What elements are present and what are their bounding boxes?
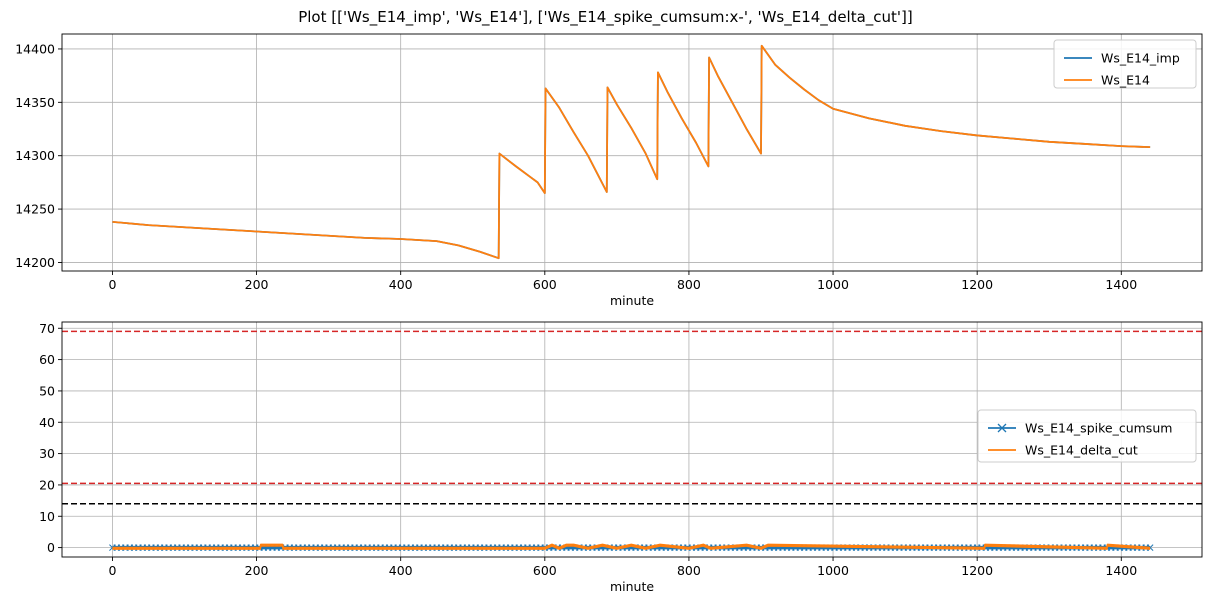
- axes-frame: [61, 321, 1203, 558]
- x-tick-label: 200: [245, 277, 269, 292]
- x-tick-label: 600: [533, 277, 557, 292]
- legend-label: Ws_E14_imp: [1101, 51, 1180, 66]
- series-line-Ws_E14: [112, 44, 1151, 260]
- x-tick-label: 800: [677, 277, 701, 292]
- y-tick-label: 14300: [15, 148, 55, 163]
- legend-box: [977, 409, 1197, 463]
- y-tick-label: 10: [39, 509, 55, 524]
- series-line-Ws_E14_delta_cut: [112, 543, 1151, 549]
- x-tick-label: 0: [108, 563, 116, 578]
- x-tick-label: 1400: [1105, 563, 1137, 578]
- axes-frame: [61, 33, 1203, 272]
- x-axis-label: minute: [610, 293, 654, 308]
- y-tick-label: 0: [47, 540, 55, 555]
- top-axes: 0 200 400 600 800 1000 1200 1400 14200 14250 14300…: [15, 33, 1203, 308]
- legend-label: Ws_E14: [1101, 73, 1150, 88]
- y-tick-label: 50: [39, 383, 55, 398]
- x-tick-label: 1400: [1105, 277, 1137, 292]
- legend-label: Ws_E14_spike_cumsum: [1025, 421, 1172, 436]
- x-axis-label: minute: [610, 579, 654, 594]
- legend-marker: [997, 423, 1007, 433]
- x-tick-label: 1200: [961, 563, 993, 578]
- x-tick-label: 400: [389, 277, 413, 292]
- legend-label: Ws_E14_delta_cut: [1025, 443, 1138, 458]
- series-line-Ws_E14_imp: [112, 44, 1151, 260]
- y-tick-label: 60: [39, 352, 55, 367]
- y-tick-label: 30: [39, 446, 55, 461]
- series-line-delta-overlay: [112, 545, 1151, 550]
- legend-box: [1053, 39, 1197, 89]
- x-tick-label: 1000: [817, 277, 849, 292]
- x-tick-label: 0: [108, 277, 116, 292]
- y-tick-label: 14250: [15, 202, 55, 217]
- x-tick-label: 800: [677, 563, 701, 578]
- bottom-axes: 0 200 400 600 800 1000 1200 1400 0 10 20 30 40 50 60 70…: [39, 321, 1203, 594]
- x-tick-label: 1000: [817, 563, 849, 578]
- x-tick-label: 600: [533, 563, 557, 578]
- y-tick-label: 14350: [15, 95, 55, 110]
- y-tick-label: 14400: [15, 41, 55, 56]
- y-tick-label: 40: [39, 415, 55, 430]
- y-tick-label: 14200: [15, 255, 55, 270]
- y-tick-label: 20: [39, 477, 55, 492]
- figure-title: Plot [['Ws_E14_imp', 'Ws_E14'], ['Ws_E14…: [298, 8, 913, 27]
- y-tick-label: 70: [39, 321, 55, 336]
- x-tick-label: 1200: [961, 277, 993, 292]
- x-tick-label: 200: [245, 563, 269, 578]
- x-tick-label: 400: [389, 563, 413, 578]
